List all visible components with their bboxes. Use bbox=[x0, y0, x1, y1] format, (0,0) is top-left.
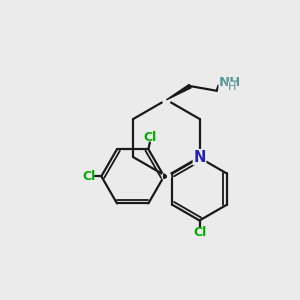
Text: NH: NH bbox=[219, 76, 241, 89]
Circle shape bbox=[195, 153, 204, 161]
Text: Cl: Cl bbox=[143, 131, 157, 144]
Text: H: H bbox=[228, 82, 236, 92]
Circle shape bbox=[163, 96, 170, 104]
Circle shape bbox=[162, 172, 171, 181]
Text: N: N bbox=[193, 150, 206, 165]
Text: Cl: Cl bbox=[82, 170, 95, 183]
Polygon shape bbox=[167, 84, 191, 100]
Text: Cl: Cl bbox=[193, 226, 206, 239]
